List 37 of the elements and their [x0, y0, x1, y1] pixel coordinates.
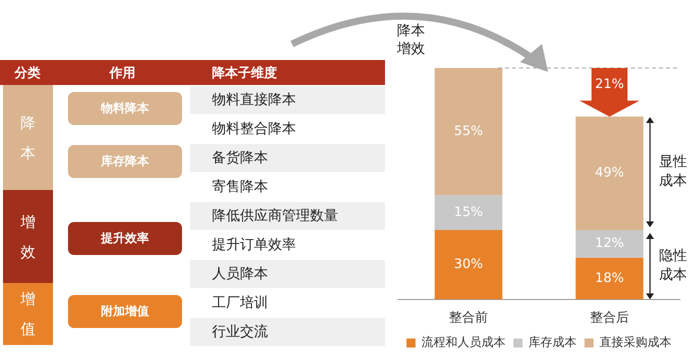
text: 附加增值	[68, 295, 182, 328]
bar	[434, 230, 502, 300]
text: 降本	[3, 85, 53, 190]
text: 分类	[13, 64, 42, 82]
text: 作用	[108, 64, 136, 82]
text: 增效	[3, 190, 53, 283]
legend-label: 流程和人员成本	[422, 335, 506, 350]
legend-label: 直接采购成本	[600, 335, 672, 350]
data-label: 30%	[454, 257, 483, 272]
annotation: 隐性成本	[659, 247, 688, 286]
bar	[434, 195, 502, 230]
text: 物料直接降本	[190, 86, 385, 114]
text: 寄售降本	[190, 173, 385, 201]
text: 提升订单效率	[190, 231, 385, 259]
text: 物料整合降本	[190, 115, 385, 143]
text: 人员降本	[190, 260, 385, 288]
data-label: 55%	[454, 124, 483, 140]
x-tick-label: 整合后	[590, 310, 629, 326]
text: 备货降本	[190, 144, 385, 172]
legend-label: 库存成本	[528, 335, 576, 350]
y-axis-title: 降本增效	[397, 22, 426, 58]
text: 增值	[3, 283, 53, 345]
annotation: 显性成本	[659, 152, 688, 191]
text: 降本子维度	[211, 64, 278, 82]
data-label: 49%	[595, 166, 624, 181]
text: 工厂培训	[190, 289, 385, 317]
bar	[576, 258, 644, 300]
bar	[576, 230, 644, 258]
annotation: 21%	[595, 76, 624, 92]
text: 降低供应商管理数量	[190, 202, 385, 230]
data-label: 18%	[595, 270, 624, 286]
text: 库存降本	[68, 145, 182, 178]
text: 行业交流	[190, 318, 385, 346]
text: 物料降本	[68, 92, 182, 125]
bar	[434, 68, 502, 196]
text: 提升效率	[68, 222, 182, 255]
x-tick-label: 整合前	[449, 310, 488, 326]
